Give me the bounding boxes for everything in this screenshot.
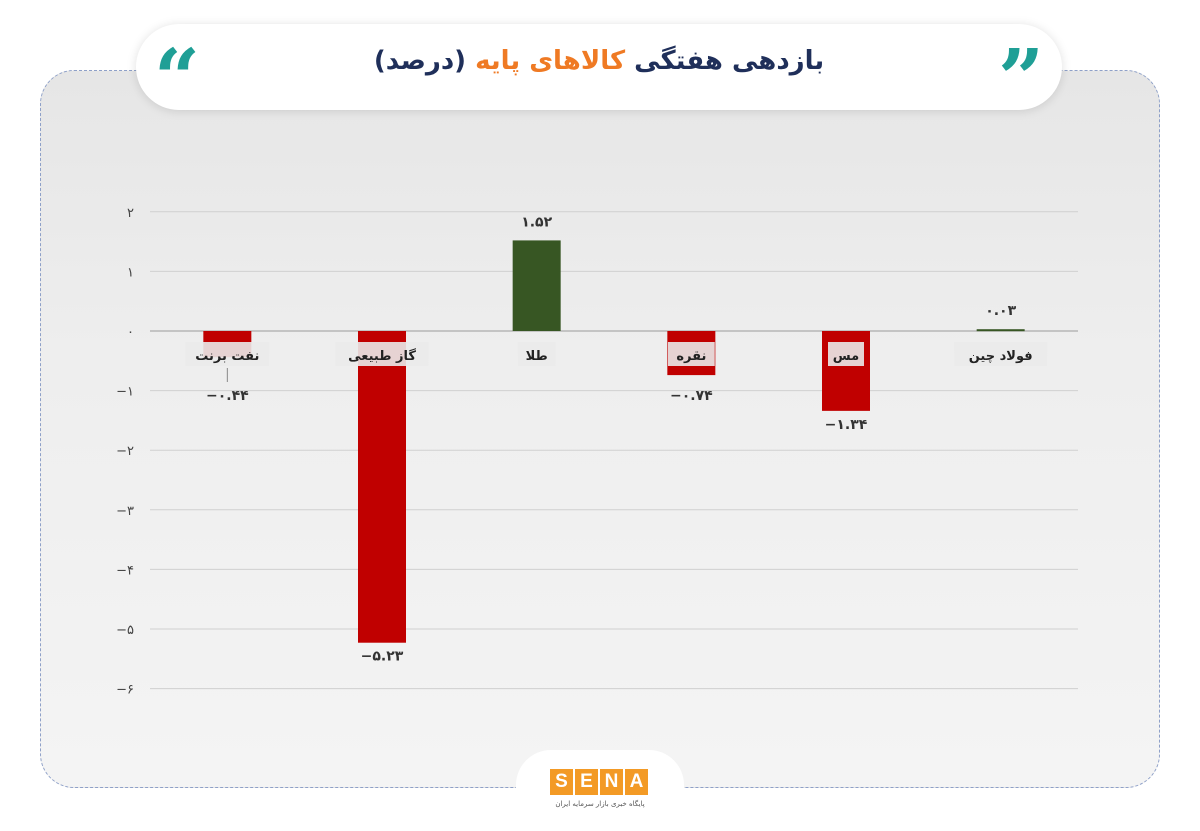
category-label: گاز طبیعی [348, 348, 416, 364]
category-label: مس [833, 349, 859, 364]
category-label-bg [517, 342, 556, 366]
title-part-1: بازدهی هفتگی [634, 46, 825, 76]
chart-panel [40, 70, 1160, 788]
y-tick-label: ۱ [127, 265, 134, 280]
value-label: ۰.۰۳ [985, 303, 1016, 319]
title-banner: “ بازدهی هفتگی کالاهای پایه (درصد) ” [136, 24, 1062, 118]
y-tick-label: −۲ [116, 444, 134, 459]
category-label-bg [667, 342, 715, 366]
logo-letter: A [625, 769, 648, 795]
value-label: −۵.۲۳ [361, 649, 404, 665]
category-label-bg [954, 342, 1048, 366]
value-label: ۱.۵۲ [521, 214, 552, 230]
value-label: −۰.۴۴ [206, 388, 249, 404]
logo-subtitle: پایگاه خبری بازار سرمایه ایران [555, 800, 645, 808]
title-part-2: (درصد) [373, 46, 467, 76]
category-label: نقره [676, 349, 706, 364]
sena-logo: S E N A [550, 769, 648, 795]
category-label-bg [335, 342, 429, 366]
close-quote-icon: ” [997, 31, 1044, 125]
y-tick-label: −۱ [116, 385, 134, 400]
bar [512, 240, 561, 331]
open-quote-icon: “ [154, 31, 201, 125]
value-label: −۱.۳۴ [825, 417, 868, 433]
y-tick-label: ۲ [127, 206, 134, 221]
y-tick-label: ۰ [127, 325, 134, 340]
category-label: نفت برنت [195, 349, 259, 364]
logo-letter: E [575, 769, 598, 795]
y-tick-label: −۳ [116, 504, 134, 519]
logo-letter: N [600, 769, 623, 795]
chart-title: بازدهی هفتگی کالاهای پایه (درصد) [136, 46, 1062, 76]
bar [976, 329, 1025, 332]
value-label: −۰.۷۴ [670, 388, 713, 404]
y-tick-label: −۴ [116, 563, 134, 578]
bar [358, 331, 406, 643]
category-label-bg [185, 342, 270, 366]
category-label-bg [828, 342, 864, 366]
title-accent: کالاهای پایه [475, 46, 626, 76]
y-tick-label: −۶ [116, 683, 134, 698]
y-tick-label: −۵ [116, 623, 134, 638]
category-label: طلا [526, 349, 548, 364]
logo-badge: S E N A پایگاه خبری بازار سرمایه ایران [516, 750, 684, 820]
category-label: فولاد چین [969, 349, 1033, 364]
logo-letter: S [550, 769, 573, 795]
